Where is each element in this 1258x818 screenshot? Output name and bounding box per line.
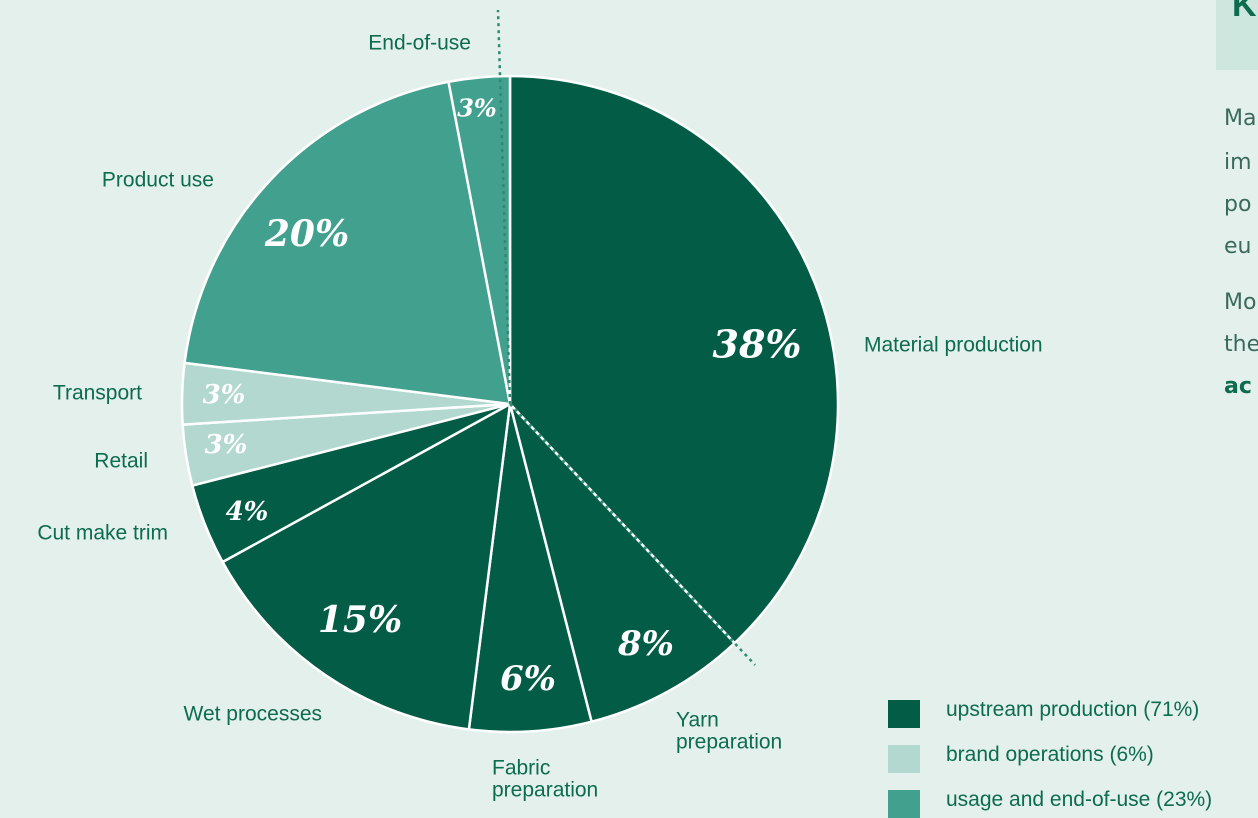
pie-slice-material-production — [508, 74, 840, 645]
slice-percent-label: 3% — [205, 430, 248, 460]
slice-percent-label: 4% — [226, 497, 269, 527]
side-panel-text-line: Mo — [1224, 290, 1257, 315]
slice-percent-label: 15% — [318, 599, 402, 641]
slice-percent-label: 20% — [264, 213, 349, 255]
legend-swatch — [888, 745, 920, 773]
slice-percent-label: 38% — [713, 322, 802, 367]
slice-category-label: Yarn preparation — [676, 709, 782, 754]
slice-category-label: Wet processes — [184, 703, 323, 726]
slice-category-label: End-of-use — [368, 32, 471, 55]
slice-percent-label: 6% — [500, 659, 556, 699]
slice-category-label: Cut make trim — [37, 522, 168, 545]
side-panel-bold-text: ac — [1224, 374, 1252, 399]
pie-slice-fabric-preparation — [467, 402, 593, 734]
legend-label: brand operations (6%) — [946, 743, 1154, 766]
side-panel-text-line: Ma — [1224, 106, 1257, 131]
pie-slice-wet-processes — [221, 402, 512, 731]
slice-category-label: Retail — [94, 450, 148, 473]
side-panel-text-line: eu — [1224, 234, 1252, 259]
end-of-use-divider-line — [496, 9, 512, 405]
side-panel-header — [1216, 0, 1258, 70]
slice-percent-label: 3% — [203, 380, 246, 410]
slice-percent-label: 3% — [457, 94, 497, 123]
slice-category-label: Product use — [102, 169, 214, 192]
legend-swatch — [888, 700, 920, 728]
side-panel-text-line: po — [1224, 192, 1252, 217]
side-panel-title-fragment: K — [1232, 0, 1257, 24]
legend-swatch — [888, 790, 920, 818]
legend-label: upstream production (71%) — [946, 698, 1200, 721]
pie-slice-yarn-preparation — [508, 402, 736, 723]
legend-item-brand-operations: brand operations (6%) — [888, 741, 1258, 773]
pie-slice-end-of-use — [447, 74, 512, 406]
legend-item-usage-end-of-use: usage and end-of-use (23%) — [888, 786, 1258, 818]
side-panel-text-line: im — [1224, 150, 1252, 175]
slice-category-label: Material production — [864, 334, 1043, 357]
side-panel-text-line: the — [1224, 332, 1258, 357]
legend-item-upstream-production: upstream production (71%) — [888, 696, 1258, 728]
legend-label: usage and end-of-use (23%) — [946, 788, 1213, 811]
slice-percent-label: 8% — [617, 624, 674, 664]
pie-slice-product-use — [183, 80, 512, 406]
slice-category-label: Transport — [53, 382, 142, 405]
slice-category-label: Fabric preparation — [492, 757, 598, 802]
